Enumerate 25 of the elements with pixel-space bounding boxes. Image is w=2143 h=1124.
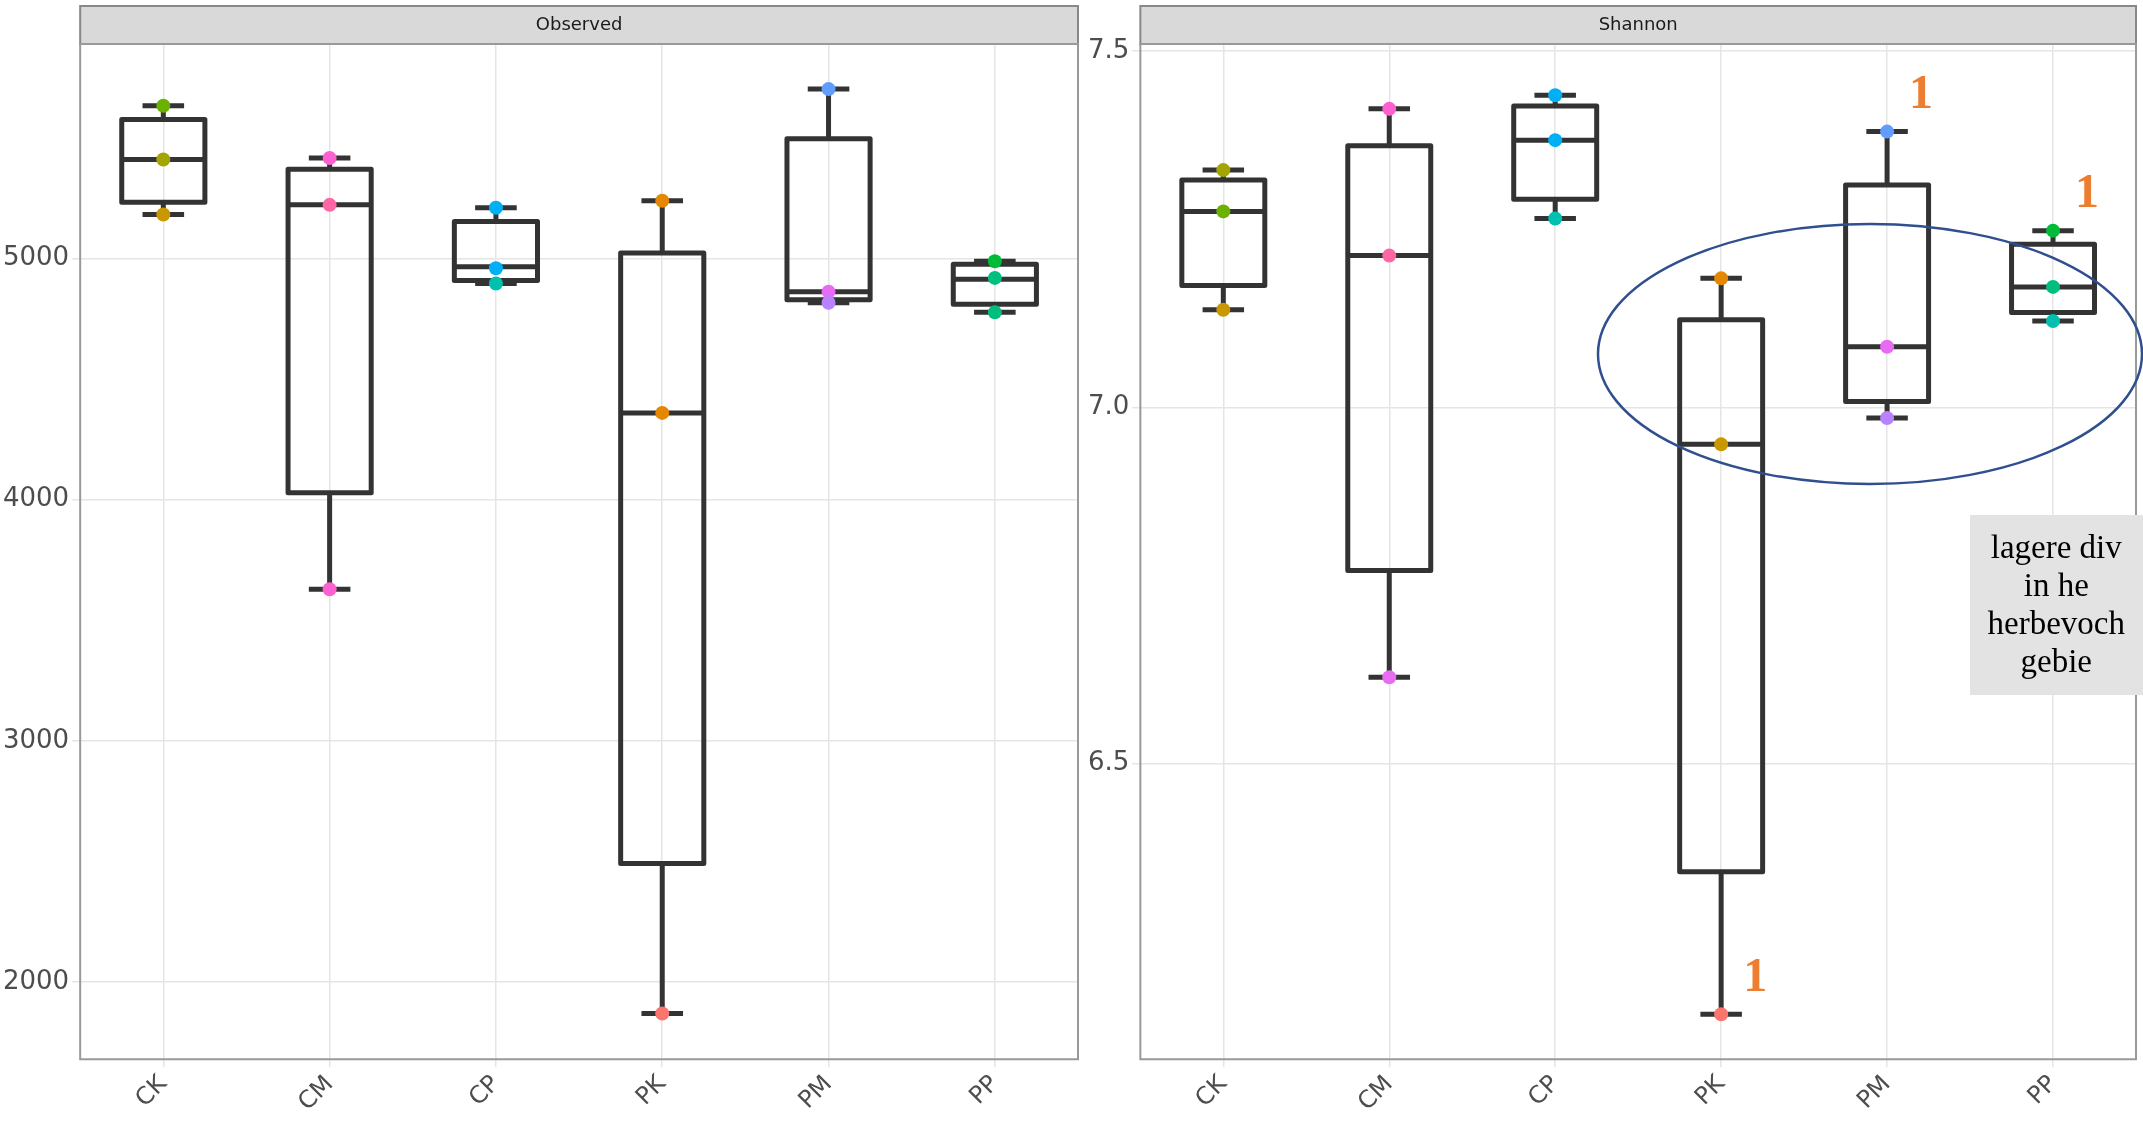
chart-title: Observed xyxy=(535,12,623,34)
x-tick-label: CP xyxy=(1521,1069,1564,1112)
y-tick-label: 2000 xyxy=(3,964,70,995)
y-tick-label: 5000 xyxy=(3,241,70,272)
annotation: 1 xyxy=(1909,65,1934,119)
annotation: lagere div in he herbevoch gebie xyxy=(1969,515,2143,695)
x-tick-label: CK xyxy=(129,1068,173,1112)
x-tick-label: PP xyxy=(2021,1069,2062,1110)
y-tick-label: 7.5 xyxy=(1087,33,1130,64)
y-tick-label: 3000 xyxy=(3,723,70,754)
x-tick-label: CK xyxy=(1189,1068,1233,1112)
x-tick-label: PP xyxy=(963,1069,1004,1110)
y-tick-label: 4000 xyxy=(3,482,70,513)
chart-title: Shannon xyxy=(1598,12,1678,34)
annotation: 1 xyxy=(2075,164,2100,218)
x-tick-label: CP xyxy=(462,1069,505,1112)
x-tick-label: PM xyxy=(1851,1069,1896,1114)
x-tick-label: CM xyxy=(1351,1069,1398,1116)
x-tick-label: CM xyxy=(291,1069,339,1116)
y-tick-label: 6.5 xyxy=(1087,746,1130,777)
x-tick-label: PK xyxy=(629,1068,672,1111)
y-tick-label: 7.0 xyxy=(1087,390,1130,421)
annotation: 1 xyxy=(1743,947,1768,1001)
x-tick-label: PM xyxy=(792,1069,838,1114)
x-tick-label: PK xyxy=(1688,1068,1731,1111)
